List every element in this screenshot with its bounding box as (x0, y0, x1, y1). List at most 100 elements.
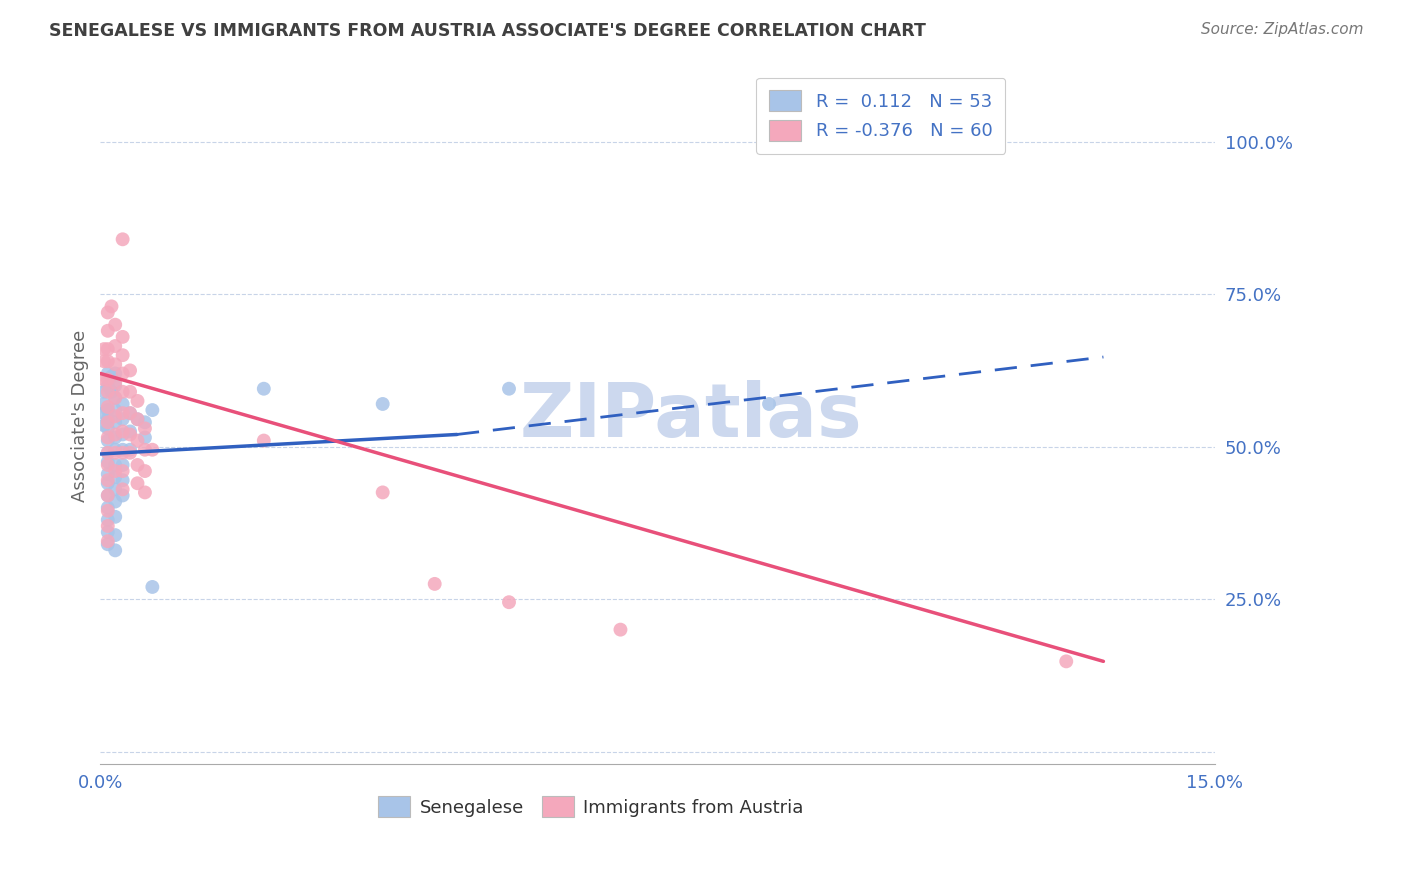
Point (111, 458, 134, 472)
Point (93, 354, 115, 368)
Point (104, 470, 127, 484)
Point (100, 369, 122, 384)
Point (97, 537, 120, 551)
Point (104, 391, 127, 405)
Point (104, 427, 127, 442)
Point (111, 446, 134, 460)
Point (134, 430, 156, 444)
Point (141, 442, 163, 457)
Point (111, 397, 134, 411)
Point (141, 403, 163, 417)
Point (93, 397, 115, 411)
Point (371, 485, 394, 500)
Legend: Senegalese, Immigrants from Austria: Senegalese, Immigrants from Austria (371, 789, 811, 824)
Point (120, 406, 142, 420)
Point (97, 488, 120, 502)
Point (371, 397, 394, 411)
Point (134, 442, 156, 457)
Point (93, 342, 115, 356)
Point (498, 382, 520, 396)
Y-axis label: Associate's Degree: Associate's Degree (72, 330, 89, 502)
Point (93, 373, 115, 387)
Point (498, 595, 520, 609)
Point (120, 446, 142, 460)
Point (104, 528, 127, 542)
Point (104, 367, 127, 381)
Point (97, 342, 120, 356)
Point (423, 577, 446, 591)
Point (111, 330, 134, 344)
Point (111, 427, 134, 442)
Point (97, 400, 120, 414)
Point (120, 442, 142, 457)
Point (120, 406, 142, 420)
Point (111, 367, 134, 381)
Point (111, 473, 134, 487)
Point (97, 434, 120, 448)
Point (104, 458, 127, 472)
Point (120, 363, 142, 377)
Text: ZIPatlas: ZIPatlas (520, 380, 862, 452)
Point (104, 543, 127, 558)
Point (97, 476, 120, 491)
Point (104, 391, 127, 405)
Point (97, 446, 120, 460)
Point (97, 458, 120, 472)
Point (758, 397, 780, 411)
Point (97, 524, 120, 539)
Point (120, 425, 142, 439)
Point (97, 513, 120, 527)
Point (134, 464, 156, 478)
Point (97, 455, 120, 469)
Point (97, 500, 120, 515)
Point (104, 464, 127, 478)
Point (111, 384, 134, 399)
Point (104, 339, 127, 353)
Point (253, 382, 276, 396)
Point (111, 406, 134, 420)
Point (127, 412, 149, 426)
Point (127, 393, 149, 408)
Point (104, 483, 127, 497)
Point (100, 384, 122, 399)
Point (97, 519, 120, 533)
Point (97, 324, 120, 338)
Point (97, 354, 120, 368)
Point (93, 418, 115, 433)
Point (134, 421, 156, 435)
Point (111, 483, 134, 497)
Point (97, 412, 120, 426)
Point (100, 299, 122, 313)
Point (97, 367, 120, 381)
Point (104, 415, 127, 429)
Point (104, 376, 127, 390)
Point (111, 412, 134, 426)
Text: Source: ZipAtlas.com: Source: ZipAtlas.com (1201, 22, 1364, 37)
Point (141, 580, 163, 594)
Point (104, 494, 127, 508)
Point (111, 488, 134, 502)
Point (111, 464, 134, 478)
Point (111, 442, 134, 457)
Point (97, 421, 120, 435)
Point (104, 442, 127, 457)
Point (97, 446, 120, 460)
Point (97, 378, 120, 392)
Point (97, 473, 120, 487)
Point (120, 384, 142, 399)
Point (104, 446, 127, 460)
Point (93, 406, 115, 420)
Point (127, 412, 149, 426)
Point (104, 318, 127, 332)
Point (97, 403, 120, 417)
Point (134, 485, 156, 500)
Point (253, 434, 276, 448)
Point (97, 467, 120, 482)
Point (104, 378, 127, 392)
Point (120, 427, 142, 442)
Point (104, 357, 127, 371)
Point (127, 458, 149, 472)
Point (97, 430, 120, 444)
Point (104, 409, 127, 424)
Point (93, 384, 115, 399)
